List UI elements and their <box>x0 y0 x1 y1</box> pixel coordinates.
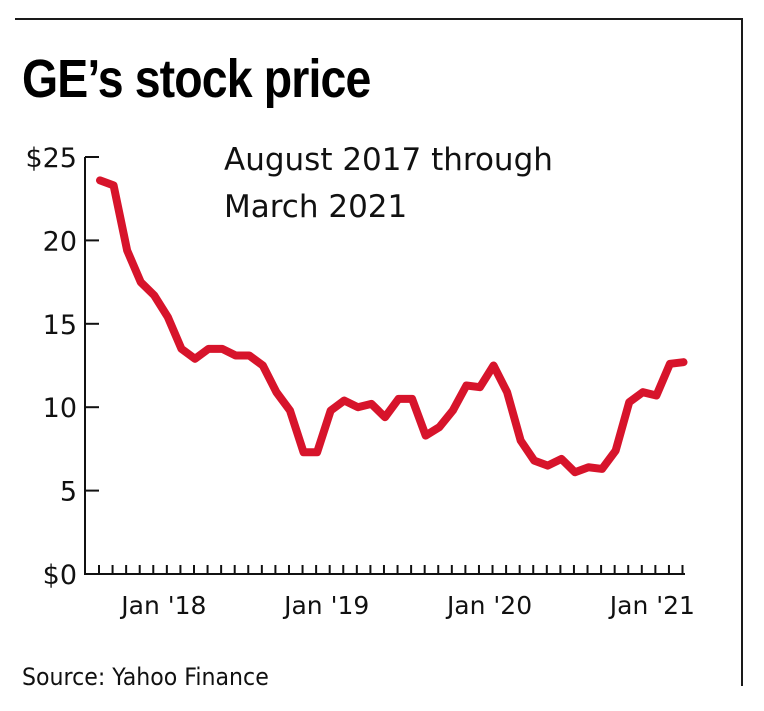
x-tick-label: Jan '20 <box>445 591 532 620</box>
frame-right-border <box>741 18 743 686</box>
frame-top-border <box>15 18 743 20</box>
source-note: Source: Yahoo Finance <box>22 663 269 691</box>
x-tick-label: Jan '18 <box>119 591 206 620</box>
x-tick-label: Jan '21 <box>608 591 695 620</box>
y-tick-label: $0 <box>43 560 77 591</box>
series-line <box>96 176 688 477</box>
y-tick-label: 20 <box>43 226 77 257</box>
subtitle-line-1: August 2017 through <box>224 142 553 178</box>
axes <box>84 157 685 575</box>
chart-subtitle: August 2017 through March 2021 <box>224 137 553 231</box>
y-axis-ticks: $0 5 10 15 20 $25 <box>25 143 99 591</box>
subtitle-line-2: March 2021 <box>224 189 408 225</box>
y-tick-label: 10 <box>43 393 77 424</box>
y-tick-label: 15 <box>43 310 77 341</box>
y-tick-label: $25 <box>25 143 77 174</box>
x-tick-label: Jan '19 <box>282 591 369 620</box>
x-axis-ticks: Jan '18 Jan '19 Jan '20 Jan '21 <box>98 565 695 620</box>
series-group <box>96 176 688 477</box>
chart-title: GE’s stock price <box>22 49 371 109</box>
y-tick-label: 5 <box>60 477 77 508</box>
